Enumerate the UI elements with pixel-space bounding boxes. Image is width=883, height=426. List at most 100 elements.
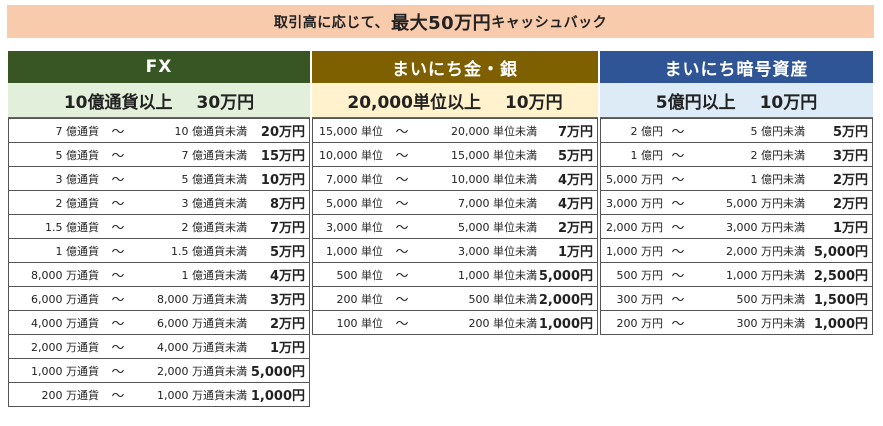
tier-reward: 4万円 xyxy=(557,173,593,188)
tier-reward: 8万円 xyxy=(269,197,305,212)
tier-from: 7 億通貨 xyxy=(55,124,100,138)
tier-from: 8,000 万通貨 xyxy=(31,268,99,282)
tier-reward: 4万円 xyxy=(557,197,593,212)
tier-to: 8,000 万通貨未満 xyxy=(157,292,247,306)
table-row: 1,000 単位 ～ 3,000 単位未満 1万円 xyxy=(312,239,598,263)
tier-reward: 2万円 xyxy=(832,197,868,212)
tier-to: 5 億通貨未満 xyxy=(181,172,248,186)
table-row: 2,000 万円 ～ 3,000 万円未満 1万円 xyxy=(600,215,873,239)
campaign-banner: 取引高に応じて、 最大50万円 キャッシュバック xyxy=(7,5,874,38)
fx-top-condition: 10億通貨以上 30万円 xyxy=(8,83,310,118)
tilde-separator: ～ xyxy=(395,317,409,332)
tier-from: 500 単位 xyxy=(336,268,384,282)
tier-from: 2,000 万円 xyxy=(606,220,663,234)
tier-to: 10 億通貨未満 xyxy=(174,124,248,138)
tier-reward: 1万円 xyxy=(269,341,305,356)
fx-condition: 10億通貨以上 xyxy=(63,92,173,113)
gold-silver-column: まいにち金・銀 20,000単位以上 10万円 15,000 単位 ～ 20,000… xyxy=(312,51,598,335)
table-row: 100 単位 ～ 200 単位未満 1,000円 xyxy=(312,311,598,335)
table-row: 200 万円 ～ 300 万円未満 1,000円 xyxy=(600,311,873,335)
tier-reward: 10万円 xyxy=(260,173,305,188)
tier-to: 5 億円未満 xyxy=(750,124,806,138)
table-row: 200 単位 ～ 500 単位未満 2,000円 xyxy=(312,287,598,311)
tilde-separator: ～ xyxy=(395,173,409,188)
table-row: 3,000 単位 ～ 5,000 単位未満 2万円 xyxy=(312,215,598,239)
table-row: 200 万通貨 ～ 1,000 万通貨未満 1,000円 xyxy=(8,383,310,407)
tier-to: 15,000 単位未満 xyxy=(451,148,537,162)
tilde-separator: ～ xyxy=(671,245,685,260)
tier-to: 4,000 万通貨未満 xyxy=(157,340,247,354)
gold-silver-condition: 20,000単位以上 xyxy=(347,92,481,113)
tier-to: 20,000 単位未満 xyxy=(451,124,537,138)
tilde-separator: ～ xyxy=(671,125,685,140)
tier-to: 3 億通貨未満 xyxy=(181,196,248,210)
crypto-condition-amount: 10万円 xyxy=(759,92,818,113)
tier-from: 1,000 単位 xyxy=(326,244,383,258)
gold-silver-header: まいにち金・銀 xyxy=(312,51,598,83)
tilde-separator: ～ xyxy=(111,389,125,404)
tier-from: 5,000 単位 xyxy=(326,196,383,210)
tilde-separator: ～ xyxy=(395,197,409,212)
tier-to: 6,000 万通貨未満 xyxy=(157,316,247,330)
tilde-separator: ～ xyxy=(671,293,685,308)
table-row: 1 億通貨 ～ 1.5 億通貨未満 5万円 xyxy=(8,239,310,263)
tier-from: 1,000 万円 xyxy=(606,244,663,258)
tier-reward: 2万円 xyxy=(269,317,305,332)
tier-reward: 20万円 xyxy=(260,125,305,140)
table-row: 10,000 単位 ～ 15,000 単位未満 5万円 xyxy=(312,143,598,167)
tilde-separator: ～ xyxy=(111,125,125,140)
tier-to: 1,000 万円未満 xyxy=(726,268,805,282)
table-row: 4,000 万通貨 ～ 6,000 万通貨未満 2万円 xyxy=(8,311,310,335)
tier-from: 1 億円 xyxy=(630,148,664,162)
crypto-tier-table: 2 億円～ 5 億円未満 5万円 1 億円～ 2 億円未満 3万円 5,000 万円～ 1 億… xyxy=(600,118,873,335)
tier-reward: 5万円 xyxy=(832,125,868,140)
table-row: 15,000 単位 ～ 20,000 単位未満 7万円 xyxy=(312,119,598,143)
tilde-separator: ～ xyxy=(395,149,409,164)
gold-silver-top-condition: 20,000単位以上 10万円 xyxy=(312,83,598,118)
table-row: 3,000 万円 ～ 5,000 万円未満 2万円 xyxy=(600,191,873,215)
tier-reward: 1,000円 xyxy=(250,389,305,404)
tier-to: 3,000 万円未満 xyxy=(726,220,805,234)
fx-column: FX 10億通貨以上 30万円 7 億通貨 ～ 10 億通貨未満 20万円 5 億通貨 ～… xyxy=(8,51,310,407)
crypto-top-condition: 5億円以上 10万円 xyxy=(600,83,873,118)
tier-reward: 1万円 xyxy=(557,245,593,260)
table-row: 2,000 万通貨 ～ 4,000 万通貨未満 1万円 xyxy=(8,335,310,359)
tier-to: 5,000 万円未満 xyxy=(726,196,805,210)
tier-from: 5,000 万円 xyxy=(606,172,663,186)
table-row: 500 万円 ～ 1,000 万円未満 2,500円 xyxy=(600,263,873,287)
tier-from: 200 万通貨 xyxy=(41,388,100,402)
table-row: 1,000 万円 ～ 2,000 万円未満 5,000円 xyxy=(600,239,873,263)
tier-reward: 5,000円 xyxy=(250,365,305,380)
table-row: 5,000 単位 ～ 7,000 単位未満 4万円 xyxy=(312,191,598,215)
tilde-separator: ～ xyxy=(111,317,125,332)
tier-reward: 1,000円 xyxy=(538,317,593,332)
table-row: 2 億円 ～ 5 億円未満 5万円 xyxy=(600,119,873,143)
tier-reward: 3万円 xyxy=(269,293,305,308)
table-row: 7 億通貨 ～ 10 億通貨未満 20万円 xyxy=(8,119,310,143)
gold-silver-condition-amount: 10万円 xyxy=(504,92,563,113)
tier-from: 3,000 単位 xyxy=(326,220,383,234)
tier-from: 15,000 単位 xyxy=(319,124,383,138)
table-row: 3 億通貨 ～ 5 億通貨未満 10万円 xyxy=(8,167,310,191)
gold-silver-tier-table: 15,000 単位～ 20,000 単位未満 7万円 10,000 単位～ 15,000… xyxy=(312,118,598,335)
tilde-separator: ～ xyxy=(395,221,409,236)
tier-to: 1 億通貨未満 xyxy=(181,268,248,282)
tilde-separator: ～ xyxy=(671,269,685,284)
tier-from: 2 億円 xyxy=(630,124,664,138)
tier-reward: 5,000円 xyxy=(538,269,593,284)
tilde-separator: ～ xyxy=(111,365,125,380)
table-row: 500 単位 ～ 1,000 単位未満 5,000円 xyxy=(312,263,598,287)
tier-to: 2 億円未満 xyxy=(750,148,806,162)
tier-to: 7 億通貨未満 xyxy=(181,148,248,162)
tier-reward: 3万円 xyxy=(832,149,868,164)
table-row: 2 億通貨 ～ 3 億通貨未満 8万円 xyxy=(8,191,310,215)
crypto-header: まいにち暗号資産 xyxy=(600,51,873,83)
tilde-separator: ～ xyxy=(111,245,125,260)
tier-to: 2 億通貨未満 xyxy=(181,220,248,234)
tier-reward: 5,000円 xyxy=(813,245,868,260)
table-row: 1 億円 ～ 2 億円未満 3万円 xyxy=(600,143,873,167)
crypto-condition: 5億円以上 xyxy=(655,92,736,113)
banner-prefix: 取引高に応じて、 xyxy=(273,14,390,31)
tilde-separator: ～ xyxy=(111,293,125,308)
table-row: 300 万円 ～ 500 万円未満 1,500円 xyxy=(600,287,873,311)
